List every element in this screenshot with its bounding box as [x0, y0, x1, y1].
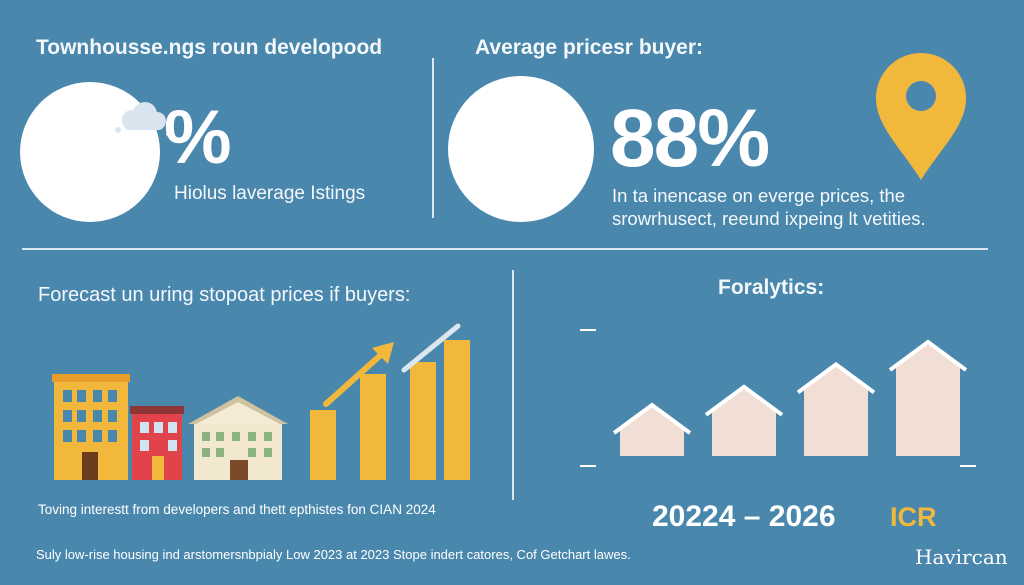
growth-bar-4 [444, 340, 470, 480]
bottom-right-title: Foralytics: [718, 276, 825, 299]
top-left-caption: Hiolus laverage Istings [174, 183, 366, 204]
chart-bar-2 [712, 388, 776, 456]
top-left-circle [20, 82, 160, 222]
chart-bar-4 [896, 344, 960, 456]
growth-bars [310, 340, 470, 480]
divider-vertical-bottom [512, 270, 514, 500]
chart-bar-roof-1 [612, 402, 692, 435]
beige-house-icon [188, 396, 288, 480]
trend-arrow-icon [323, 342, 394, 407]
forecast-chart [580, 329, 976, 467]
growth-bar-1 [310, 410, 336, 480]
top-right-caption-line2: srowrhusect, reeund ixpeing lt vetities. [612, 208, 926, 230]
divider-vertical-top [432, 58, 434, 218]
red-house-icon [130, 406, 184, 480]
chart-bar-roof-2 [704, 384, 784, 417]
top-right-title: Average pricesr buyer: [475, 36, 703, 59]
chart-bar-3 [804, 366, 868, 456]
chart-bar-roof-4 [888, 339, 968, 372]
top-right-circle [448, 76, 594, 222]
bottom-left-caption: Toving interestt from developers and the… [38, 502, 436, 517]
divider-horizontal [22, 248, 988, 250]
years-label: 20224 – 2026 [652, 500, 836, 533]
bottom-left-title: Forecast un uring stopoat prices if buye… [38, 284, 411, 306]
yellow-building-icon [52, 374, 130, 480]
cloud-icon [115, 102, 170, 136]
chart-bars [612, 339, 968, 456]
growth-bar-3 [410, 362, 436, 480]
footer-note: Suly low-rise housing ind arstomersnbpia… [36, 547, 631, 562]
brand-logo: Havircan [915, 545, 1008, 569]
top-left-title: Townhousse.ngs roun developood [36, 36, 383, 59]
top-left-percent: % [164, 95, 232, 180]
chart-bar-roof-3 [796, 361, 876, 395]
top-right-caption-line1: In ta inencase on everge prices, the [612, 185, 906, 206]
growth-bar-2 [360, 374, 386, 480]
trend-line-icon [401, 323, 461, 373]
top-right-caption: In ta inencase on everge prices, the sro… [612, 184, 926, 230]
chart-bar-1 [620, 407, 684, 456]
top-right-percent: 88% [610, 93, 770, 184]
icr-tag: ICR [890, 502, 937, 532]
housing-illustration [52, 323, 470, 480]
location-pin-icon [876, 53, 966, 180]
